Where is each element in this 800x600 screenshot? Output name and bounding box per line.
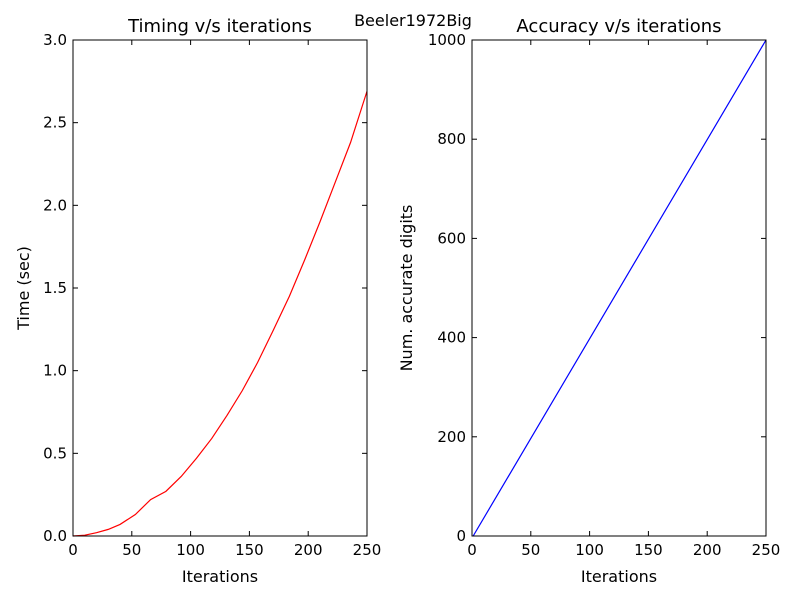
accuracy-axes-frame [471,39,767,537]
accuracy-chart: 0 50 100 150 200 250 0 200 400 600 800 1000 Accuracy… [397,16,780,586]
timing-chart-title: Timing v/s iterations [127,16,312,37]
accuracy-y-tick-label: 800 [437,130,466,148]
suptitle: Beeler1972Big [354,11,472,30]
timing-y-tick-label: 1.0 [43,362,67,380]
timing-series-line [72,91,368,537]
timing-y-tick-label: 1.5 [43,279,67,297]
accuracy-x-tick-label: 250 [752,541,781,559]
accuracy-x-tick-label: 0 [467,541,477,559]
timing-y-tick-label: 2.0 [43,196,67,214]
timing-y-tick-label: 2.5 [43,114,67,132]
accuracy-y-axis-label: Num. accurate digits [397,205,416,372]
timing-y-tick-label: 0.0 [43,527,67,545]
accuracy-x-axis-label: Iterations [581,567,657,586]
accuracy-chart-title: Accuracy v/s iterations [516,16,721,37]
timing-x-tick-label: 150 [235,541,264,559]
timing-y-tick-label: 3.0 [43,31,67,49]
timing-x-tick-label: 50 [122,541,141,559]
accuracy-series-line [472,39,767,537]
timing-chart: 0 50 100 150 200 250 0.0 0.5 1.0 1.5 2.0 2.5 3.0 Timi… [14,16,381,586]
accuracy-y-tick-label: 400 [437,329,466,347]
timing-x-tick-label: 250 [353,541,382,559]
timing-y-axis-label: Time (sec) [14,246,33,331]
timing-x-tick-label: 100 [176,541,205,559]
timing-x-axis-label: Iterations [182,567,258,586]
timing-x-tick-label: 0 [68,541,78,559]
accuracy-x-tick-label: 50 [521,541,540,559]
timing-y-tick-label: 0.5 [43,444,67,462]
accuracy-x-tick-label: 200 [693,541,722,559]
timing-x-tick-label: 200 [294,541,323,559]
accuracy-x-tick-label: 100 [575,541,604,559]
accuracy-y-tick-label: 0 [456,527,466,545]
accuracy-y-tick-label: 600 [437,229,466,247]
accuracy-x-tick-label: 150 [634,541,663,559]
accuracy-y-tick-label: 1000 [428,31,466,49]
accuracy-y-tick-label: 200 [437,428,466,446]
timing-axes-frame [72,39,368,537]
